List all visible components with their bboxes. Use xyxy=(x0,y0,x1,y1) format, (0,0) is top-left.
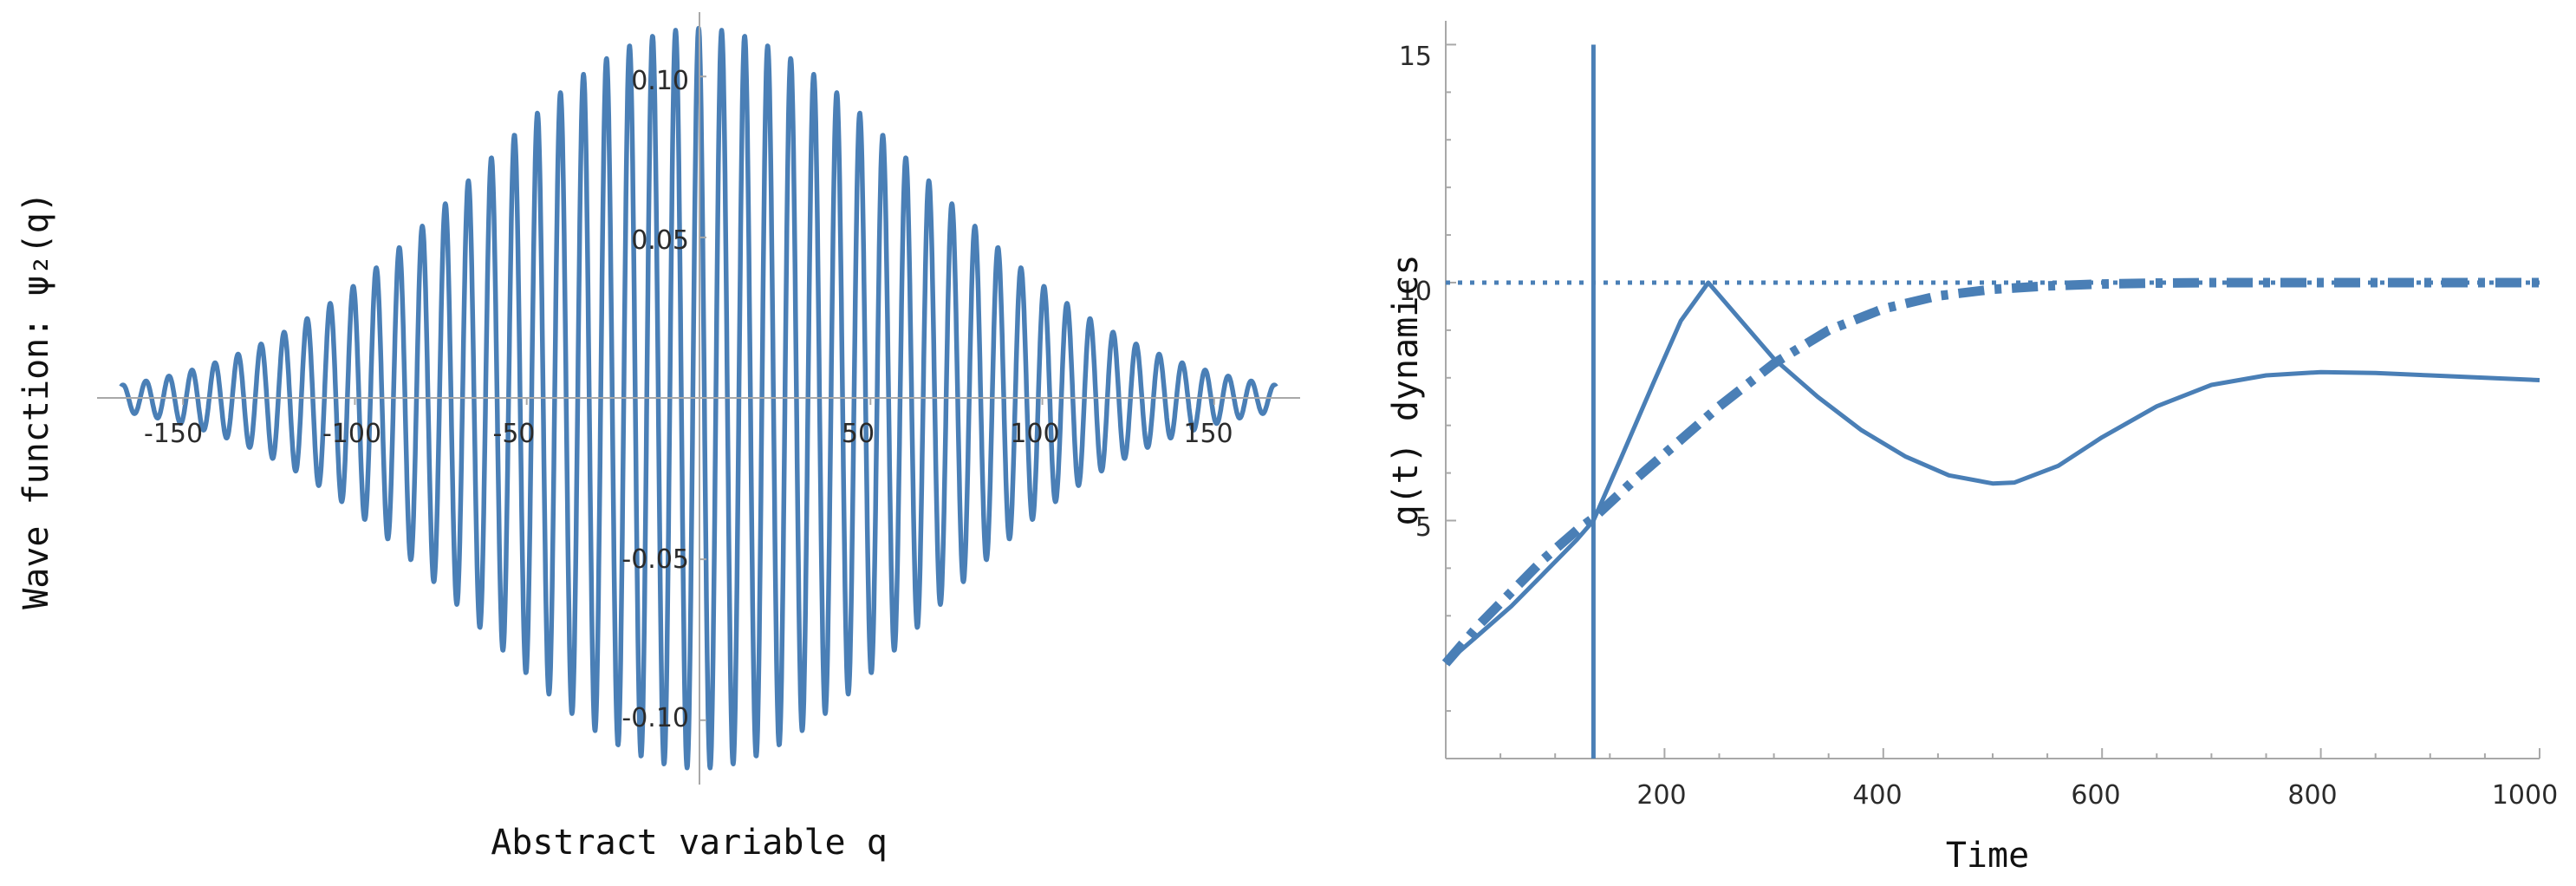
right-x-tick-label: 800 xyxy=(2287,780,2337,811)
right-x-tick-label: 1000 xyxy=(2492,780,2558,811)
right-x-axis-title: Time xyxy=(1946,836,2029,876)
left-x-tick-label: 150 xyxy=(1183,419,1233,449)
right-x-tick-label: 400 xyxy=(1852,780,1902,811)
left-y-tick-label: -0.10 xyxy=(621,703,689,733)
right-y-axis-title: q(t) dynamics xyxy=(1386,254,1426,525)
left-x-tick-label: -150 xyxy=(144,419,203,449)
dynamics-chart: 200 400 600 800 1000 5 10 15 Time q(t) d… xyxy=(1386,21,2558,876)
right-x-tick-label: 200 xyxy=(1636,780,1686,811)
right-y-tick-label: 5 xyxy=(1415,512,1432,543)
trend-series-line xyxy=(1441,277,2540,667)
left-y-tick-label: 0.10 xyxy=(631,66,689,96)
right-axis-ticks xyxy=(1446,43,2540,759)
left-y-axis-title: Wave function: ψ₂(q) xyxy=(16,192,56,609)
left-x-tick-label: 50 xyxy=(842,419,875,449)
left-y-tick-label: 0.05 xyxy=(631,225,689,256)
left-x-tick-label: -100 xyxy=(322,419,381,449)
wave-function-chart: -150 -100 -50 50 100 150 0.10 0.05 -0.05… xyxy=(16,12,1300,863)
left-x-tick-label: 100 xyxy=(1010,419,1059,449)
right-y-tick-label: 15 xyxy=(1399,42,1432,72)
dynamics-series-group xyxy=(1441,44,2540,759)
left-x-axis-title: Abstract variable q xyxy=(491,823,888,863)
left-y-tick-label: -0.05 xyxy=(621,544,689,575)
left-axis-ticks xyxy=(182,75,1215,721)
response-series-line xyxy=(1444,280,2540,666)
right-y-tick-label: 10 xyxy=(1399,277,1432,307)
left-x-tick-label: -50 xyxy=(493,419,536,449)
right-x-tick-label: 600 xyxy=(2071,780,2120,811)
